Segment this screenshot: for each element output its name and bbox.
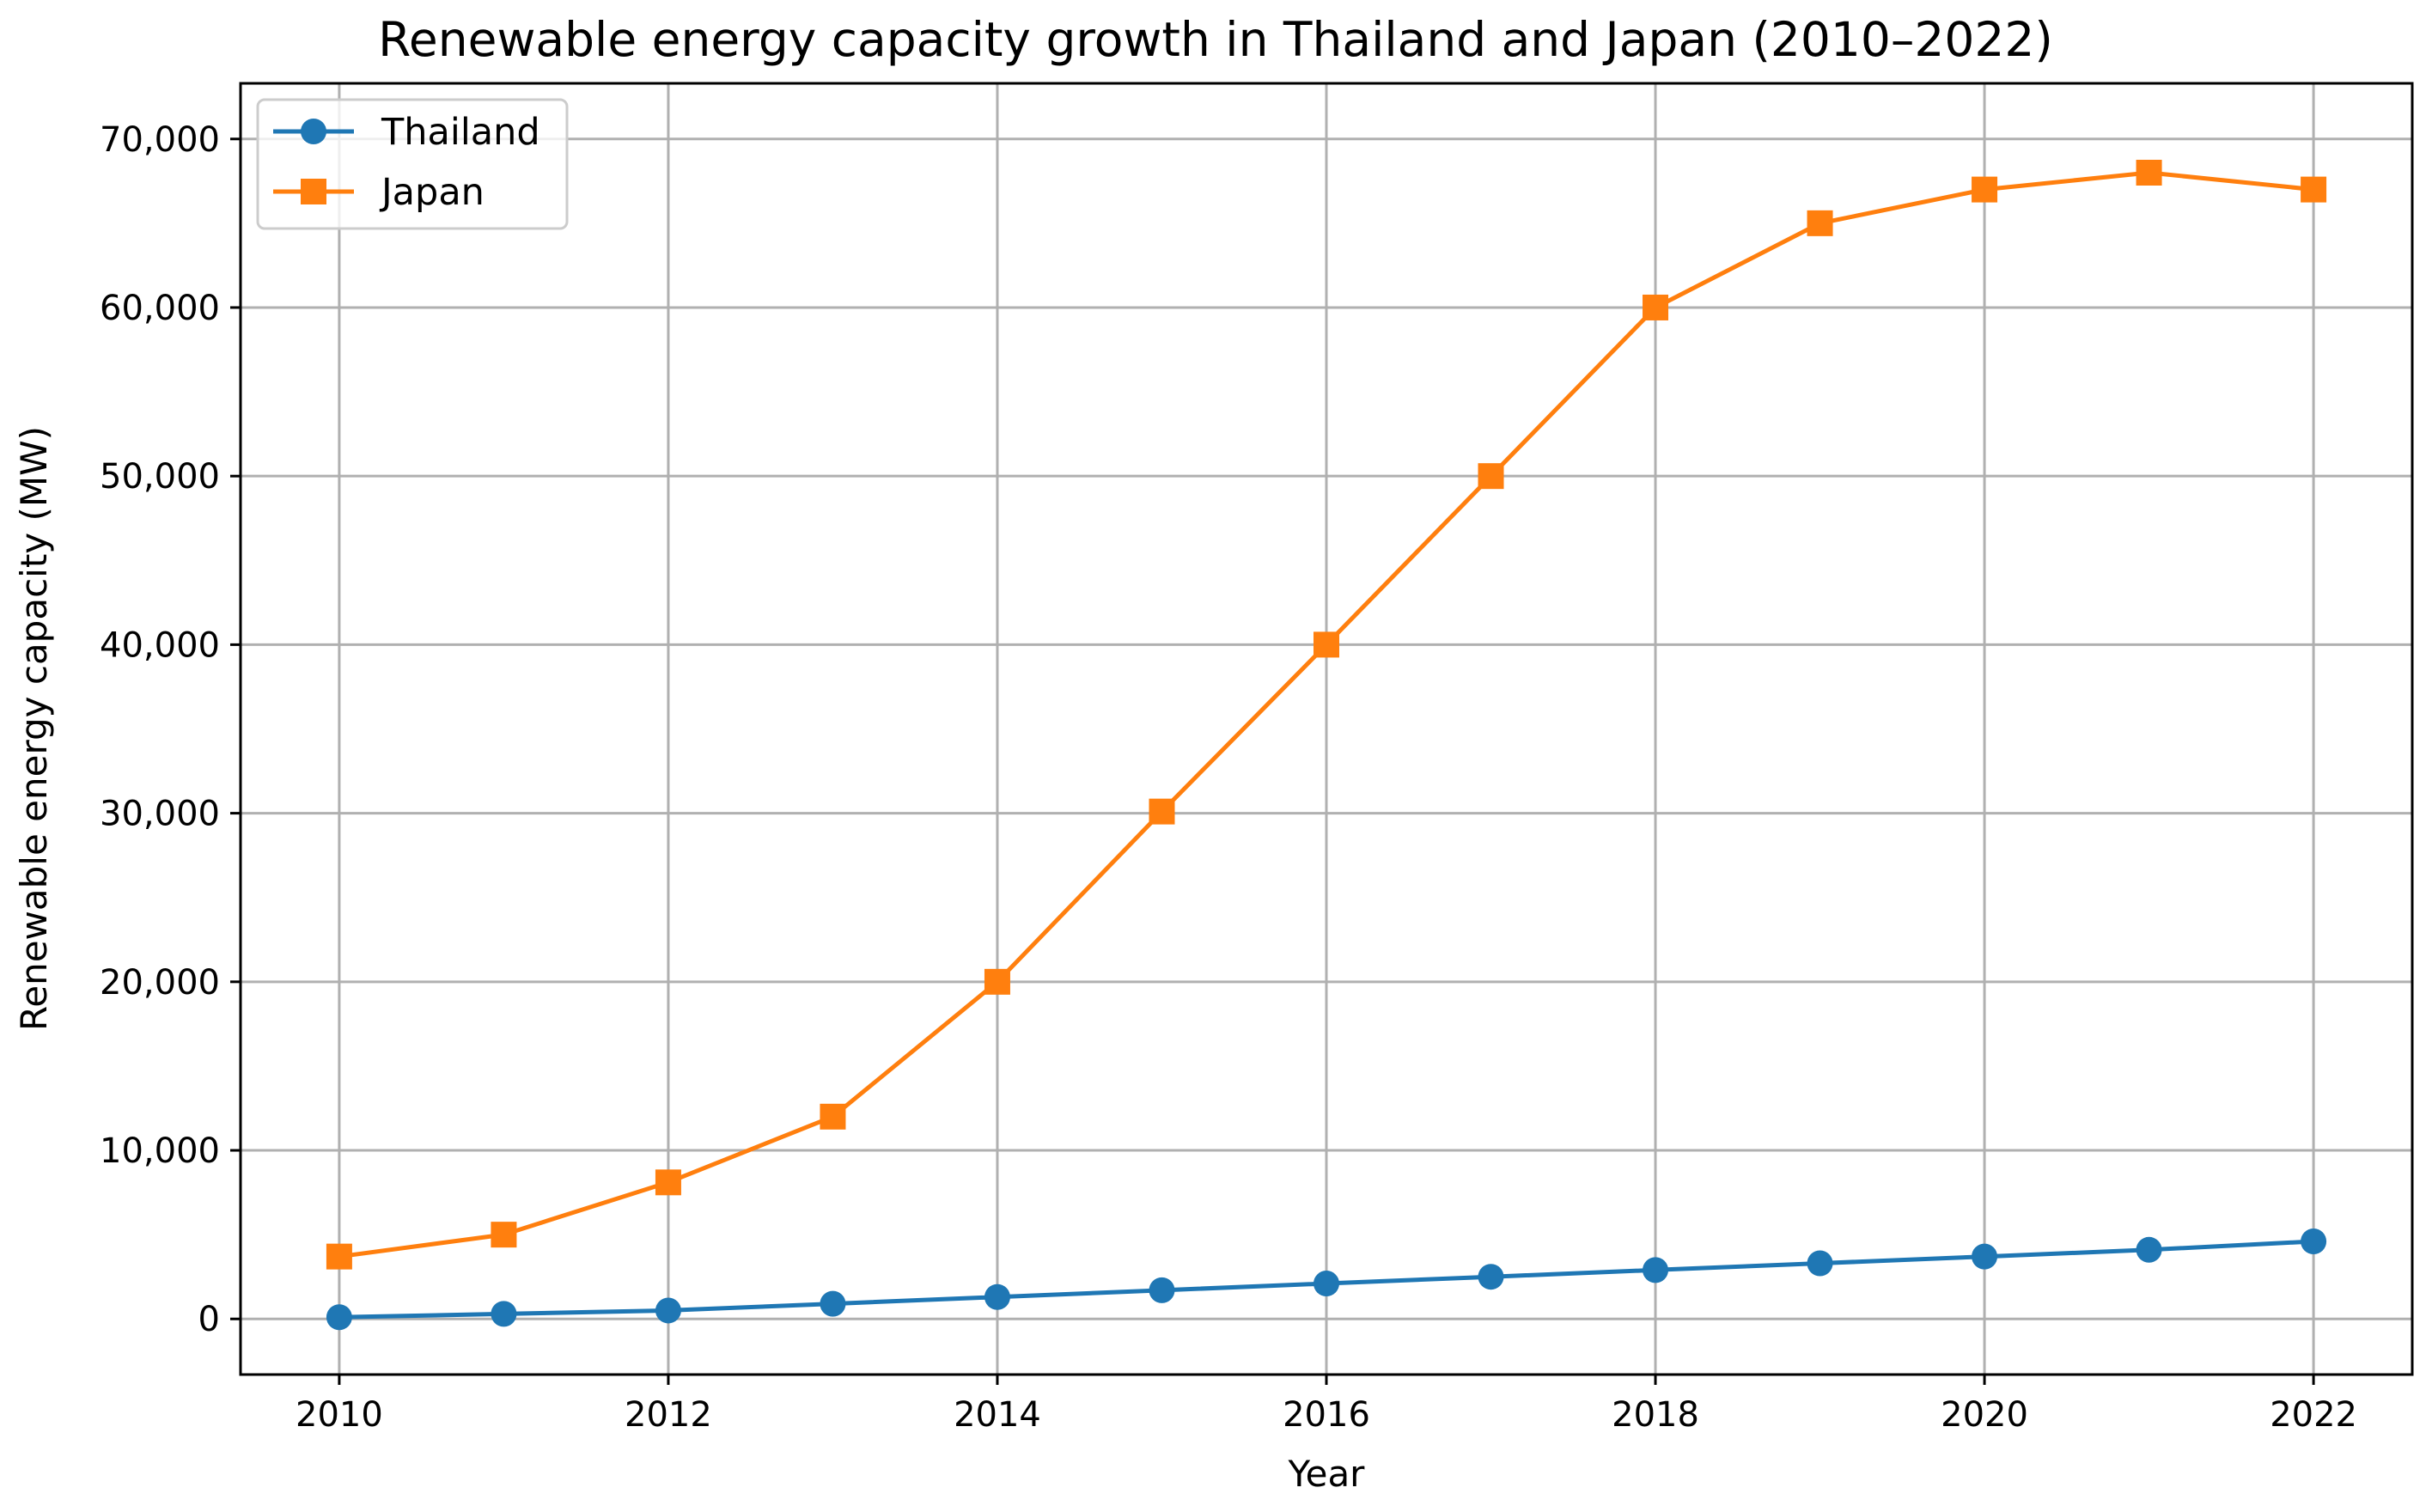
x-axis-label: Year xyxy=(1288,1453,1366,1495)
y-tick-label: 50,000 xyxy=(100,457,220,497)
data-point-thailand xyxy=(2136,1236,2162,1263)
data-point-japan xyxy=(2301,176,2327,203)
data-point-japan xyxy=(1149,798,1175,825)
data-point-thailand xyxy=(1807,1250,1833,1277)
data-point-thailand xyxy=(1478,1264,1504,1290)
y-tick-label: 60,000 xyxy=(100,289,220,328)
data-point-japan xyxy=(655,1169,681,1196)
data-point-japan xyxy=(984,968,1010,995)
legend-label-japan: Japan xyxy=(379,171,485,214)
data-point-japan xyxy=(326,1243,352,1270)
data-point-japan xyxy=(1807,210,1833,236)
data-point-thailand xyxy=(2301,1228,2327,1254)
data-point-thailand xyxy=(984,1283,1010,1310)
legend-marker-thailand xyxy=(301,119,326,144)
x-tick-label: 2020 xyxy=(1941,1395,2028,1435)
x-tick-label: 2016 xyxy=(1283,1395,1370,1435)
data-point-thailand xyxy=(1643,1257,1669,1283)
data-point-thailand xyxy=(491,1301,517,1327)
y-tick-label: 40,000 xyxy=(100,625,220,665)
data-point-japan xyxy=(2136,159,2162,186)
data-point-thailand xyxy=(1149,1277,1175,1303)
y-tick-label: 70,000 xyxy=(100,120,220,160)
y-tick-label: 10,000 xyxy=(100,1131,220,1171)
data-point-thailand xyxy=(1314,1271,1339,1297)
data-point-japan xyxy=(1972,176,1998,203)
series-thailand xyxy=(326,1228,2327,1331)
data-point-japan xyxy=(1643,294,1669,320)
data-point-japan xyxy=(820,1103,846,1130)
legend-label-thailand: Thailand xyxy=(381,111,540,154)
series-layer xyxy=(326,159,2327,1331)
y-axis-label: Renewable energy capacity (MW) xyxy=(13,426,55,1031)
legend-marker-japan xyxy=(301,179,326,204)
y-tick-label: 30,000 xyxy=(100,795,220,834)
data-point-japan xyxy=(1314,631,1339,658)
axis-ticks: 2010 2012 2014 2016 2018 2020 2022 0 10,000 20,00… xyxy=(100,120,2357,1435)
data-point-thailand xyxy=(1972,1243,1998,1270)
series-japan xyxy=(326,159,2327,1270)
grid xyxy=(241,83,2412,1375)
chart-title: Renewable energy capacity growth in Thai… xyxy=(378,12,2053,67)
data-point-japan xyxy=(491,1222,517,1248)
y-tick-label: 20,000 xyxy=(100,963,220,1003)
x-tick-label: 2014 xyxy=(954,1395,1041,1435)
x-tick-label: 2018 xyxy=(1612,1395,1699,1435)
y-tick-label: 0 xyxy=(198,1300,220,1339)
data-point-japan xyxy=(1478,463,1504,490)
x-tick-label: 2012 xyxy=(625,1395,712,1435)
data-point-thailand xyxy=(655,1297,681,1324)
x-tick-label: 2010 xyxy=(296,1395,383,1435)
legend: Thailand Japan xyxy=(256,98,569,230)
data-point-thailand xyxy=(820,1290,846,1317)
data-point-thailand xyxy=(326,1304,352,1331)
x-tick-label: 2022 xyxy=(2270,1395,2357,1435)
